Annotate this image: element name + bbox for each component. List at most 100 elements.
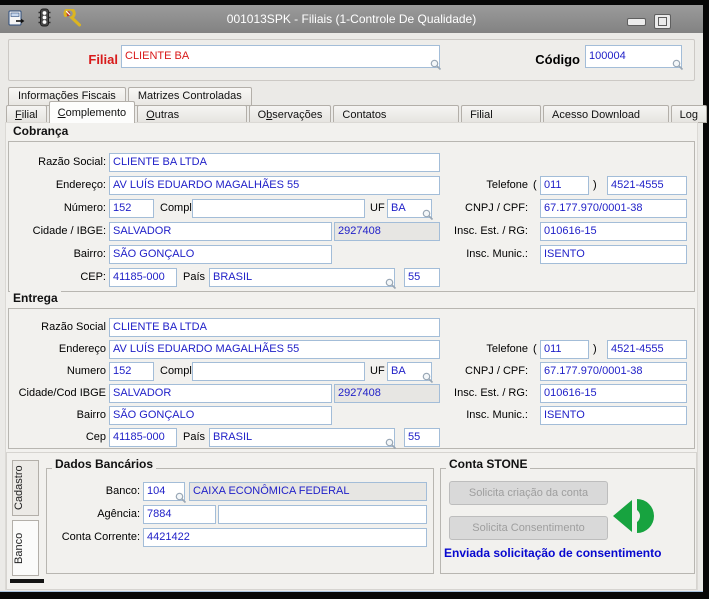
entrega-group: [8, 308, 695, 449]
cobranca-group: [8, 141, 695, 292]
entrega-razao-field[interactable]: CLIENTE BA LTDA: [109, 318, 440, 337]
cobranca-cidade-field[interactable]: SALVADOR: [109, 222, 332, 241]
tab-matrizes-controladas[interactable]: Matrizes Controladas: [127, 87, 252, 106]
wrench-icon[interactable]: [63, 7, 85, 29]
entrega-uf-field[interactable]: BA: [387, 362, 434, 384]
conta-corrente-field[interactable]: 4421422: [143, 528, 427, 547]
entrega-fone-field[interactable]: 4521-4555: [607, 340, 687, 359]
dados-bancarios-group-title: Dados Bancários: [52, 457, 157, 471]
tab-filial[interactable]: Filial: [6, 105, 47, 123]
filial-field[interactable]: CLIENTE BA: [121, 45, 442, 71]
entrega-cep-field[interactable]: 41185-000: [109, 428, 177, 447]
cobranca-bairro-label: Bairro:: [73, 248, 106, 260]
entrega-ddi-field[interactable]: 55: [404, 428, 440, 447]
entrega-cnpj-field[interactable]: 67.177.970/0001-38: [540, 362, 687, 381]
stone-status-text: Enviada solicitação de consentimento: [444, 546, 662, 560]
entrega-endereco-field[interactable]: AV LUÍS EDUARDO MAGALHÃES 55: [109, 340, 440, 359]
cobranca-numero-label: Número:: [63, 202, 106, 214]
filial-lookup-icon[interactable]: [430, 59, 442, 71]
restore-button[interactable]: [654, 14, 671, 29]
exit-icon[interactable]: [8, 10, 30, 30]
cobranca-compl-field[interactable]: [192, 199, 365, 218]
entrega-compl-field[interactable]: [192, 362, 365, 381]
tab-log[interactable]: Log: [670, 105, 707, 123]
cobranca-telefone-label: Telefone: [486, 179, 528, 191]
conta-stone-group-title: Conta STONE: [446, 457, 531, 471]
banco-label: Banco:: [105, 485, 140, 497]
entrega-ddd-field[interactable]: 011: [540, 340, 589, 359]
cobranca-group-title: Cobrança: [10, 124, 72, 138]
cobranca-ddd-field[interactable]: 011: [540, 176, 589, 195]
dados-bancarios-group: [46, 468, 434, 574]
entrega-bairro-label: Bairro: [76, 409, 106, 421]
tab-complemento[interactable]: Complemento: [48, 101, 136, 123]
codigo-field[interactable]: 100004: [585, 45, 684, 71]
banco-code-field[interactable]: 104: [143, 482, 187, 504]
banco-nome-field: CAIXA ECONÔMICA FEDERAL: [189, 482, 427, 501]
cobranca-endereco-label: Endereço:: [55, 179, 106, 191]
cobranca-razao-label: Razão Social:: [38, 156, 106, 168]
cobranca-bairro-field[interactable]: SÃO GONÇALO: [109, 245, 332, 264]
minimize-button[interactable]: [627, 18, 646, 26]
entrega-cidade-label: Cidade/Cod IBGE: [18, 387, 106, 399]
entrega-cnpj-label: CNPJ / CPF:: [465, 365, 528, 377]
tab-acesso-download-xml[interactable]: Acesso Download XML: [543, 105, 669, 139]
cobranca-ibge-field: 2927408: [334, 222, 440, 241]
titlebar: 001013SPK - Filiais (1-Controle De Quali…: [0, 5, 703, 33]
cobranca-pais-field[interactable]: BRASIL: [209, 268, 397, 290]
solicita-consentimento-button[interactable]: Solicita Consentimento: [449, 516, 608, 540]
banco-lookup-icon[interactable]: [175, 492, 187, 504]
cobranca-endereco-field[interactable]: AV LUÍS EDUARDO MAGALHÃES 55: [109, 176, 440, 195]
cobranca-fone-field[interactable]: 4521-4555: [607, 176, 687, 195]
cobranca-cep-field[interactable]: 41185-000: [109, 268, 177, 287]
entrega-ie-field[interactable]: 010616-15: [540, 384, 687, 403]
tab-outras-informacoes[interactable]: Outras Informações: [137, 105, 247, 139]
tab-contatos-relacionados[interactable]: Contatos Relacionados: [333, 105, 460, 139]
cobranca-im-label: Insc. Munic.:: [466, 248, 528, 260]
cobranca-ddi-field[interactable]: 55: [404, 268, 440, 287]
cobranca-numero-field[interactable]: 152: [109, 199, 154, 218]
cobranca-cnpj-field[interactable]: 67.177.970/0001-38: [540, 199, 687, 218]
stone-logo-icon: [611, 497, 657, 535]
conta-corrente-label: Conta Corrente:: [61, 531, 140, 543]
entrega-compl-label: Compl.: [160, 365, 195, 377]
cobranca-paren-close: ): [593, 179, 597, 191]
cobranca-uf-label: UF: [370, 202, 385, 214]
entrega-razao-label: Razão Social: [41, 321, 106, 333]
side-tabstrip-indicator[interactable]: [10, 579, 44, 583]
entrega-paren-open: (: [533, 343, 537, 355]
cobranca-cidade-label: Cidade / IBGE:: [32, 225, 106, 237]
entrega-uf-lookup-icon[interactable]: [422, 372, 434, 384]
conta-stone-group: [440, 468, 695, 574]
solicita-criacao-button[interactable]: Solicita criação da conta: [449, 481, 608, 505]
entrega-cidade-field[interactable]: SALVADOR: [109, 384, 332, 403]
entrega-paren-close: ): [593, 343, 597, 355]
side-tab-banco[interactable]: Banco: [12, 520, 39, 576]
entrega-bairro-field[interactable]: SÃO GONÇALO: [109, 406, 332, 425]
cobranca-cnpj-label: CNPJ / CPF:: [465, 202, 528, 214]
cobranca-cep-label: CEP:: [80, 271, 106, 283]
entrega-pais-lookup-icon[interactable]: [385, 438, 397, 450]
side-tab-cadastro[interactable]: Cadastro: [12, 460, 39, 516]
entrega-pais-field[interactable]: BRASIL: [209, 428, 397, 450]
cobranca-uf-field[interactable]: BA: [387, 199, 434, 221]
cobranca-pais-label: País: [183, 271, 206, 283]
tab-observacoes[interactable]: Observações: [248, 105, 332, 123]
entrega-im-field[interactable]: ISENTO: [540, 406, 687, 425]
cobranca-ie-field[interactable]: 010616-15: [540, 222, 687, 241]
cobranca-ie-label: Insc. Est. / RG:: [454, 225, 528, 237]
codigo-value: 100004: [589, 50, 626, 62]
entrega-numero-field[interactable]: 152: [109, 362, 154, 381]
cobranca-pais-lookup-icon[interactable]: [385, 278, 397, 290]
codigo-lookup-icon[interactable]: [672, 59, 684, 71]
cobranca-uf-lookup-icon[interactable]: [422, 209, 434, 221]
agencia-digito-field[interactable]: [218, 505, 427, 524]
tabstrip-top: Informações Fiscais Matrizes Controladas: [8, 87, 254, 106]
traffic-light-icon[interactable]: [37, 8, 59, 28]
entrega-telefone-label: Telefone: [486, 343, 528, 355]
tab-filial-espelho[interactable]: Filial Espelho: [461, 105, 541, 139]
entrega-pais-label: País: [183, 431, 206, 443]
cobranca-im-field[interactable]: ISENTO: [540, 245, 687, 264]
cobranca-razao-field[interactable]: CLIENTE BA LTDA: [109, 153, 440, 172]
agencia-field[interactable]: 7884: [143, 505, 216, 524]
